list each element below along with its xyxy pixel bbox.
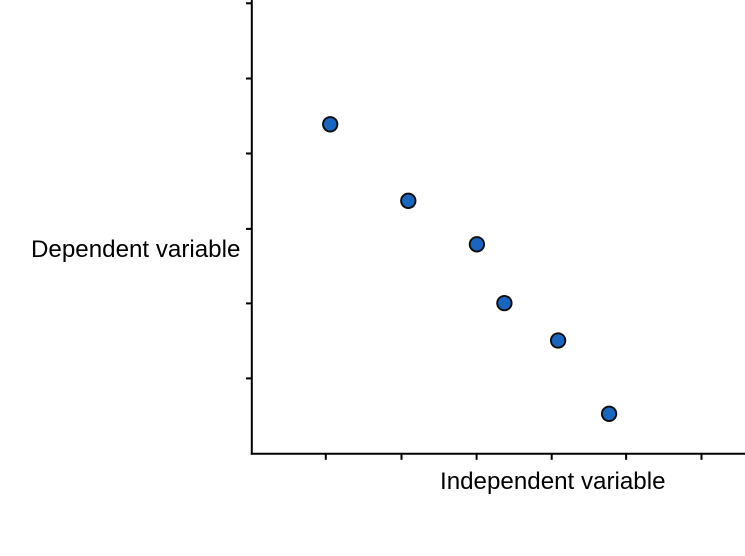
svg-text:Dependent variable: Dependent variable xyxy=(31,236,240,263)
svg-text:Independent variable: Independent variable xyxy=(440,468,666,495)
